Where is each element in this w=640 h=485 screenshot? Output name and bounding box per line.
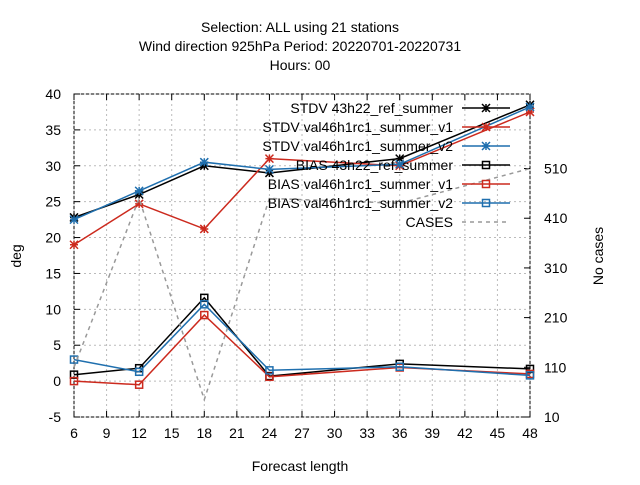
x-tick-label: 42 <box>457 425 473 441</box>
y2-axis-label: No cases <box>590 227 606 285</box>
y-tick-label: 20 <box>45 230 61 246</box>
chart-title-line-1: Selection: ALL using 21 stations <box>201 19 399 35</box>
y2-tick-label: 310 <box>544 260 568 276</box>
series-3 <box>69 293 535 381</box>
x-tick-label: 18 <box>196 425 212 441</box>
series-2 <box>69 102 535 225</box>
x-tick-label: 15 <box>164 425 180 441</box>
data-point-star <box>264 154 274 164</box>
legend-label: BIAS 43h22_ref_summer <box>296 157 454 173</box>
chart-title-line-2: Wind direction 925hPa Period: 20220701-2… <box>139 38 461 54</box>
y2-tick-label: 510 <box>544 161 568 177</box>
y-tick-label: -5 <box>49 409 62 425</box>
legend-label: BIAS val46h1rc1_summer_v2 <box>268 195 453 211</box>
y-tick-label: 30 <box>45 158 61 174</box>
data-point-star <box>134 186 144 196</box>
y-tick-label: 0 <box>53 373 61 389</box>
legend-label: BIAS val46h1rc1_summer_v1 <box>268 176 453 192</box>
chart-title-line-3: Hours: 00 <box>270 57 331 73</box>
data-point-star <box>199 224 209 234</box>
series-layer <box>69 100 535 403</box>
series-line <box>73 104 531 219</box>
x-tick-label: 12 <box>131 425 147 441</box>
x-tick-label: 24 <box>262 425 278 441</box>
series-line <box>73 167 531 403</box>
x-tick-label: 36 <box>392 425 408 441</box>
y-axis-label: deg <box>8 244 24 267</box>
x-tick-label: 48 <box>522 425 538 441</box>
legend-label: STDV val46h1rc1_summer_v2 <box>262 138 453 154</box>
y2-tick-label: 410 <box>544 210 568 226</box>
data-point-star <box>134 199 144 209</box>
x-axis-label: Forecast length <box>252 458 349 474</box>
data-point-star <box>481 122 491 132</box>
data-point-square <box>134 367 144 377</box>
x-tick-label: 21 <box>229 425 245 441</box>
x-tick-label: 6 <box>70 425 78 441</box>
axes-layer: 6 9 12 15 18 21 24 27 30 33 36 39 42 45 48-50510152025… <box>45 86 567 441</box>
y-tick-label: 40 <box>45 86 61 102</box>
series-5 <box>69 300 535 380</box>
data-point-star <box>481 103 491 113</box>
x-tick-label: 45 <box>490 425 506 441</box>
y-tick-label: 5 <box>53 337 61 353</box>
data-point-star <box>69 240 79 250</box>
data-point-star <box>264 164 274 174</box>
y-tick-label: 25 <box>45 194 61 210</box>
data-point-square <box>395 362 404 372</box>
grid-layer <box>73 93 531 418</box>
legend-label: CASES <box>406 214 453 230</box>
series-line <box>73 303 531 377</box>
series-line <box>73 106 531 221</box>
data-point-star <box>395 154 405 164</box>
chart-title: Selection: ALL using 21 stations Wind di… <box>139 19 461 73</box>
data-point-square <box>481 160 491 170</box>
data-point-star <box>199 157 209 167</box>
data-point-square <box>481 179 491 189</box>
y2-tick-label: 10 <box>544 409 560 425</box>
data-point-square <box>265 366 274 375</box>
data-point-star <box>69 215 79 225</box>
series-1 <box>69 107 535 250</box>
data-point-square <box>525 371 535 380</box>
data-point-square <box>200 300 209 309</box>
y2-tick-label: 110 <box>544 359 567 375</box>
x-tick-label: 27 <box>294 425 310 441</box>
x-tick-label: 9 <box>103 425 111 441</box>
data-point-star <box>525 107 535 117</box>
x-tick-label: 30 <box>327 425 343 441</box>
x-tick-label: 39 <box>424 425 440 441</box>
y-tick-label: 10 <box>45 301 61 317</box>
data-point-square <box>481 198 491 208</box>
x-tick-label: 33 <box>359 425 375 441</box>
data-point-square <box>69 376 79 386</box>
legend-label: STDV val46h1rc1_summer_v1 <box>262 119 453 135</box>
data-point-star <box>395 159 405 169</box>
data-point-square <box>134 380 144 389</box>
data-point-square <box>200 310 209 320</box>
y-tick-label: 35 <box>45 122 61 138</box>
y2-tick-label: 210 <box>544 310 568 326</box>
data-point-star <box>525 102 535 112</box>
series-6 <box>73 167 531 403</box>
data-point-star <box>481 141 491 151</box>
y-tick-label: 15 <box>45 265 61 281</box>
legend-label: STDV 43h22_ref_summer <box>290 100 453 116</box>
series-line <box>73 111 531 246</box>
legend: STDV 43h22_ref_summer STDV val46h1rc1_sum… <box>262 100 510 230</box>
